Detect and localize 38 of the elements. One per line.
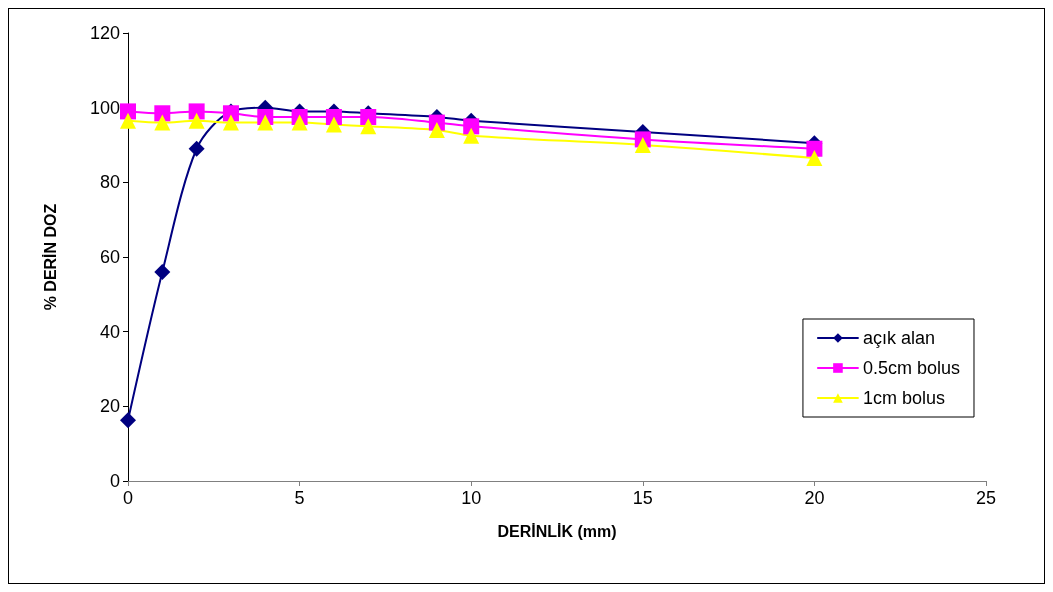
x-tick-label: 5 <box>294 488 305 508</box>
point <box>428 122 445 139</box>
point <box>806 150 823 167</box>
point <box>154 263 171 280</box>
legend-label: açık alan <box>862 328 935 348</box>
legend-label: 1cm bolus <box>862 388 945 408</box>
point <box>188 112 205 129</box>
y-tick-label: 40 <box>99 321 120 342</box>
point <box>325 116 342 133</box>
point <box>188 103 205 120</box>
point <box>257 114 274 131</box>
x-tick-label: 20 <box>804 488 825 508</box>
point <box>463 127 480 144</box>
point <box>154 105 171 122</box>
y-tick-label: 20 <box>99 396 120 417</box>
x-tick-label: 25 <box>975 488 997 508</box>
x-axis-title: DERİNLİK (mm) <box>497 522 617 540</box>
point <box>291 114 308 131</box>
legend-label: 0.5cm bolus <box>862 358 961 378</box>
x-tick-label: 15 <box>632 488 653 508</box>
y-tick-label: 120 <box>89 23 120 43</box>
point <box>120 112 136 129</box>
point <box>360 118 377 135</box>
point <box>120 412 136 429</box>
point <box>463 118 480 135</box>
point <box>154 114 171 131</box>
point <box>634 137 651 153</box>
point <box>188 140 205 157</box>
x-tick-label: 0 <box>122 488 134 508</box>
y-tick-label: 60 <box>99 247 120 267</box>
y-tick-label: 100 <box>89 97 120 118</box>
point <box>806 140 823 157</box>
y-tick-label: 80 <box>99 172 120 193</box>
y-tick-label: 0 <box>109 471 120 491</box>
y-axis-title: % DERİN DOZ <box>41 203 59 311</box>
x-tick-label: 10 <box>461 488 482 508</box>
point <box>222 114 239 131</box>
point <box>120 103 136 120</box>
